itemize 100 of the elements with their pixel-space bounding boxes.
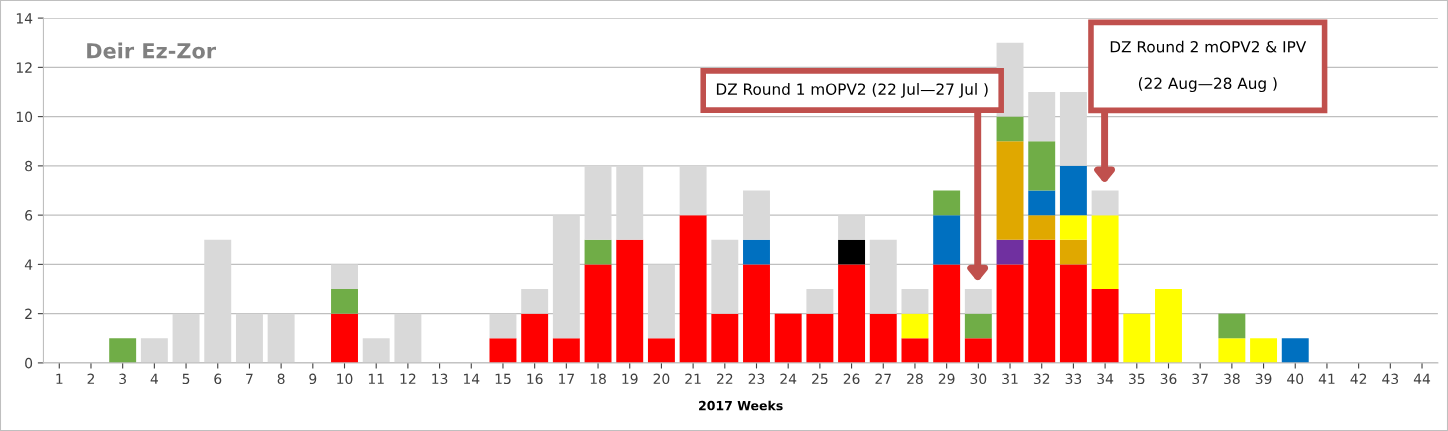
bar <box>172 313 200 363</box>
x-tick-label: 3 <box>119 373 126 385</box>
bar <box>1218 338 1246 363</box>
bar <box>996 116 1024 142</box>
bar <box>140 338 168 363</box>
x-tick-label: 8 <box>277 373 285 385</box>
x-tick-label: 37 <box>1192 373 1208 385</box>
bar <box>933 215 961 265</box>
x-tick-label: 1 <box>56 373 63 384</box>
bar <box>806 313 834 363</box>
y-tick-label: 0 <box>25 357 33 369</box>
bar <box>743 190 770 240</box>
x-tick-label: 40 <box>1287 373 1304 385</box>
y-tick-label: 12 <box>16 62 32 73</box>
x-tick-label: 7 <box>246 373 253 384</box>
x-tick-label: 35 <box>1129 373 1145 385</box>
bar <box>996 141 1024 240</box>
bar <box>1155 289 1182 363</box>
bar <box>1028 190 1056 216</box>
x-tick-label: 34 <box>1097 373 1114 385</box>
x-tick-label: 20 <box>653 373 670 385</box>
bar <box>1091 215 1119 290</box>
bar <box>1123 313 1151 363</box>
x-tick-label: 22 <box>716 373 733 384</box>
x-tick-label: 6 <box>214 373 222 385</box>
bar <box>964 338 992 363</box>
bar <box>679 215 707 363</box>
bar <box>996 239 1024 265</box>
bar <box>489 313 517 339</box>
x-tick-label: 28 <box>907 373 923 385</box>
bar <box>1218 313 1246 339</box>
bar <box>1281 338 1309 363</box>
bar <box>1059 165 1087 216</box>
bar <box>1059 239 1087 265</box>
x-tick-label: 11 <box>368 373 384 384</box>
x-tick-label: 5 <box>182 373 190 385</box>
bar <box>711 313 739 363</box>
x-tick-label: 32 <box>1033 373 1050 385</box>
bar <box>267 313 295 363</box>
text: Deir Ez-Zor <box>87 42 216 59</box>
annotation: DZ Round 1 mOPV2 (22 Jul—27 Jul ) <box>716 83 988 98</box>
x-tick-label: 39 <box>1255 373 1272 385</box>
bar <box>584 264 612 363</box>
x-tick-label: 16 <box>527 373 543 385</box>
bar <box>647 264 675 339</box>
bar <box>838 239 866 265</box>
bar <box>743 264 770 363</box>
bar <box>1028 239 1056 363</box>
bar <box>552 215 580 339</box>
bar <box>711 239 739 314</box>
y-tick-label: 14 <box>16 13 33 24</box>
x-tick-label: 36 <box>1160 373 1177 385</box>
bar <box>647 338 675 363</box>
bar <box>331 289 358 314</box>
x-tick-label: 25 <box>812 373 828 385</box>
bar <box>616 165 644 240</box>
bar <box>616 239 644 363</box>
bar <box>235 313 263 363</box>
bar <box>838 215 866 240</box>
bar <box>109 338 137 363</box>
x-tick-label: 42 <box>1350 373 1367 384</box>
bar <box>1091 190 1119 216</box>
bar <box>806 289 834 314</box>
x-tick-label: 26 <box>843 373 860 385</box>
x-tick-label: 4 <box>150 373 158 384</box>
x-tick-label: 38 <box>1224 373 1240 385</box>
x-tick-label: 30 <box>970 373 987 385</box>
text: DZ Round 2 mOPV2 & IPV (22 Aug—28 Aug ) <box>1110 40 1307 93</box>
x-tick-label: 23 <box>748 373 765 385</box>
bar <box>1028 215 1056 240</box>
bar <box>964 289 992 314</box>
x-tick-label: 13 <box>432 373 448 385</box>
bar <box>838 264 866 363</box>
bar <box>774 313 802 363</box>
bar <box>521 313 549 363</box>
x-tick-label: 21 <box>685 373 701 384</box>
x-tick-label: 15 <box>495 373 511 385</box>
bar <box>1059 264 1087 363</box>
x-tick-label: 9 <box>309 373 317 385</box>
y-tick-label: 2 <box>25 308 32 319</box>
bar <box>869 313 897 363</box>
x-axis-title: 2017 Weeks <box>699 400 783 411</box>
x-tick-label: 29 <box>938 373 955 385</box>
bar <box>584 239 612 265</box>
x-tick-label: 12 <box>400 373 416 384</box>
bar <box>679 165 707 216</box>
bar <box>521 289 549 314</box>
bar <box>901 313 929 339</box>
bar <box>204 239 232 363</box>
x-tick-label: 18 <box>590 373 606 385</box>
bar <box>901 338 929 363</box>
bar <box>996 264 1024 363</box>
bar <box>933 264 961 363</box>
bar <box>901 289 929 314</box>
y-tick-label: 4 <box>24 259 33 270</box>
bar <box>964 313 992 339</box>
x-tick-label: 14 <box>463 373 480 384</box>
bar <box>933 190 961 216</box>
bar <box>1250 338 1278 363</box>
x-tick-label: 41 <box>1318 373 1335 384</box>
